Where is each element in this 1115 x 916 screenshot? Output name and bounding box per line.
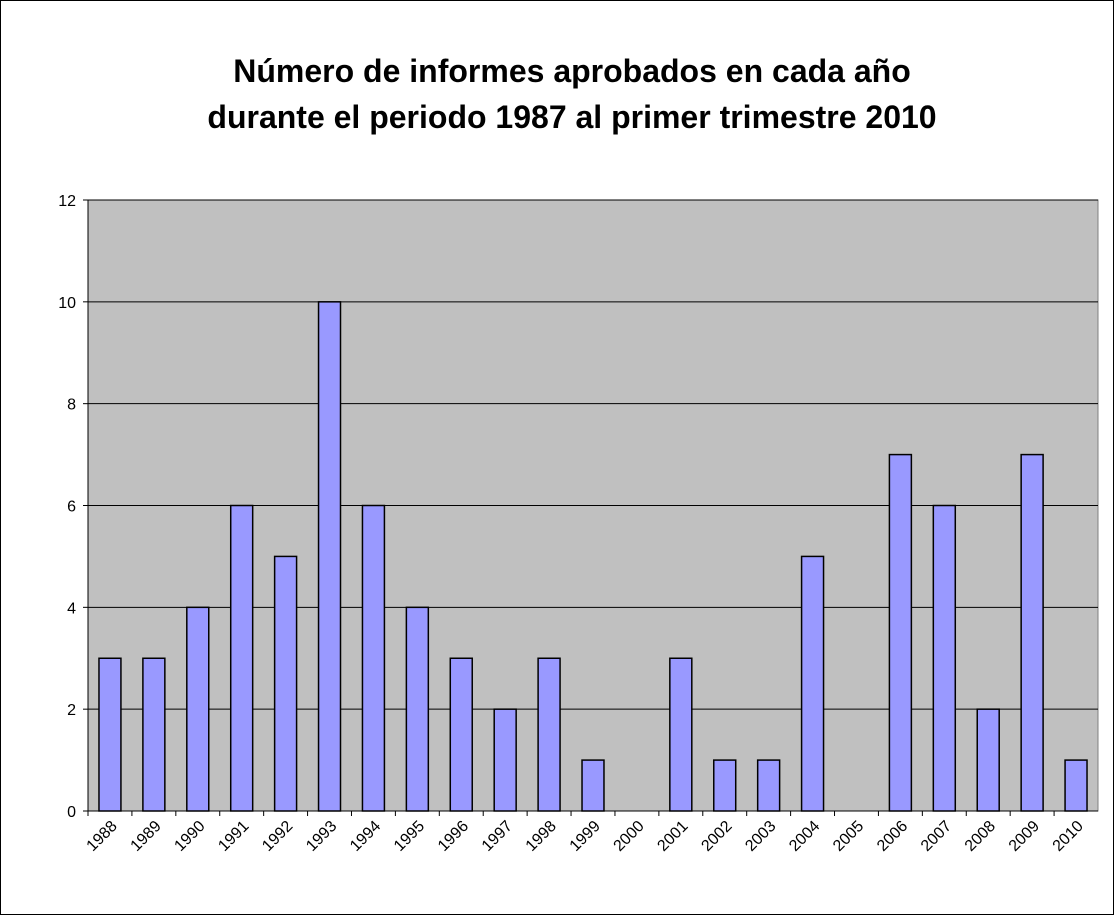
chart-title: Número de informes aprobados en cada año bbox=[233, 53, 910, 89]
y-tick-label: 2 bbox=[67, 702, 76, 719]
y-tick-label: 12 bbox=[58, 193, 76, 210]
y-tick-label: 8 bbox=[67, 397, 76, 414]
bar bbox=[273, 555, 298, 812]
bar bbox=[669, 657, 693, 812]
bar bbox=[713, 759, 737, 812]
bar bbox=[186, 606, 210, 812]
bar bbox=[932, 504, 957, 812]
chart-title: durante el periodo 1987 al primer trimes… bbox=[207, 99, 936, 135]
bar bbox=[229, 504, 254, 812]
bar bbox=[361, 504, 386, 812]
y-tick-label: 10 bbox=[58, 295, 76, 312]
bar bbox=[493, 708, 517, 812]
bar bbox=[976, 708, 1000, 812]
bar bbox=[756, 759, 781, 812]
bar bbox=[1020, 453, 1044, 812]
bar bbox=[142, 657, 166, 812]
bar bbox=[888, 453, 913, 812]
bar bbox=[537, 657, 561, 812]
bar bbox=[800, 555, 825, 812]
bar bbox=[405, 606, 430, 812]
y-tick-label: 4 bbox=[67, 600, 76, 617]
y-tick-label: 0 bbox=[67, 804, 76, 821]
bar bbox=[581, 759, 605, 812]
y-tick-label: 6 bbox=[67, 499, 76, 516]
bar bbox=[1064, 759, 1088, 812]
bar bbox=[317, 301, 342, 812]
bar bbox=[449, 657, 473, 812]
bar bbox=[98, 657, 122, 812]
